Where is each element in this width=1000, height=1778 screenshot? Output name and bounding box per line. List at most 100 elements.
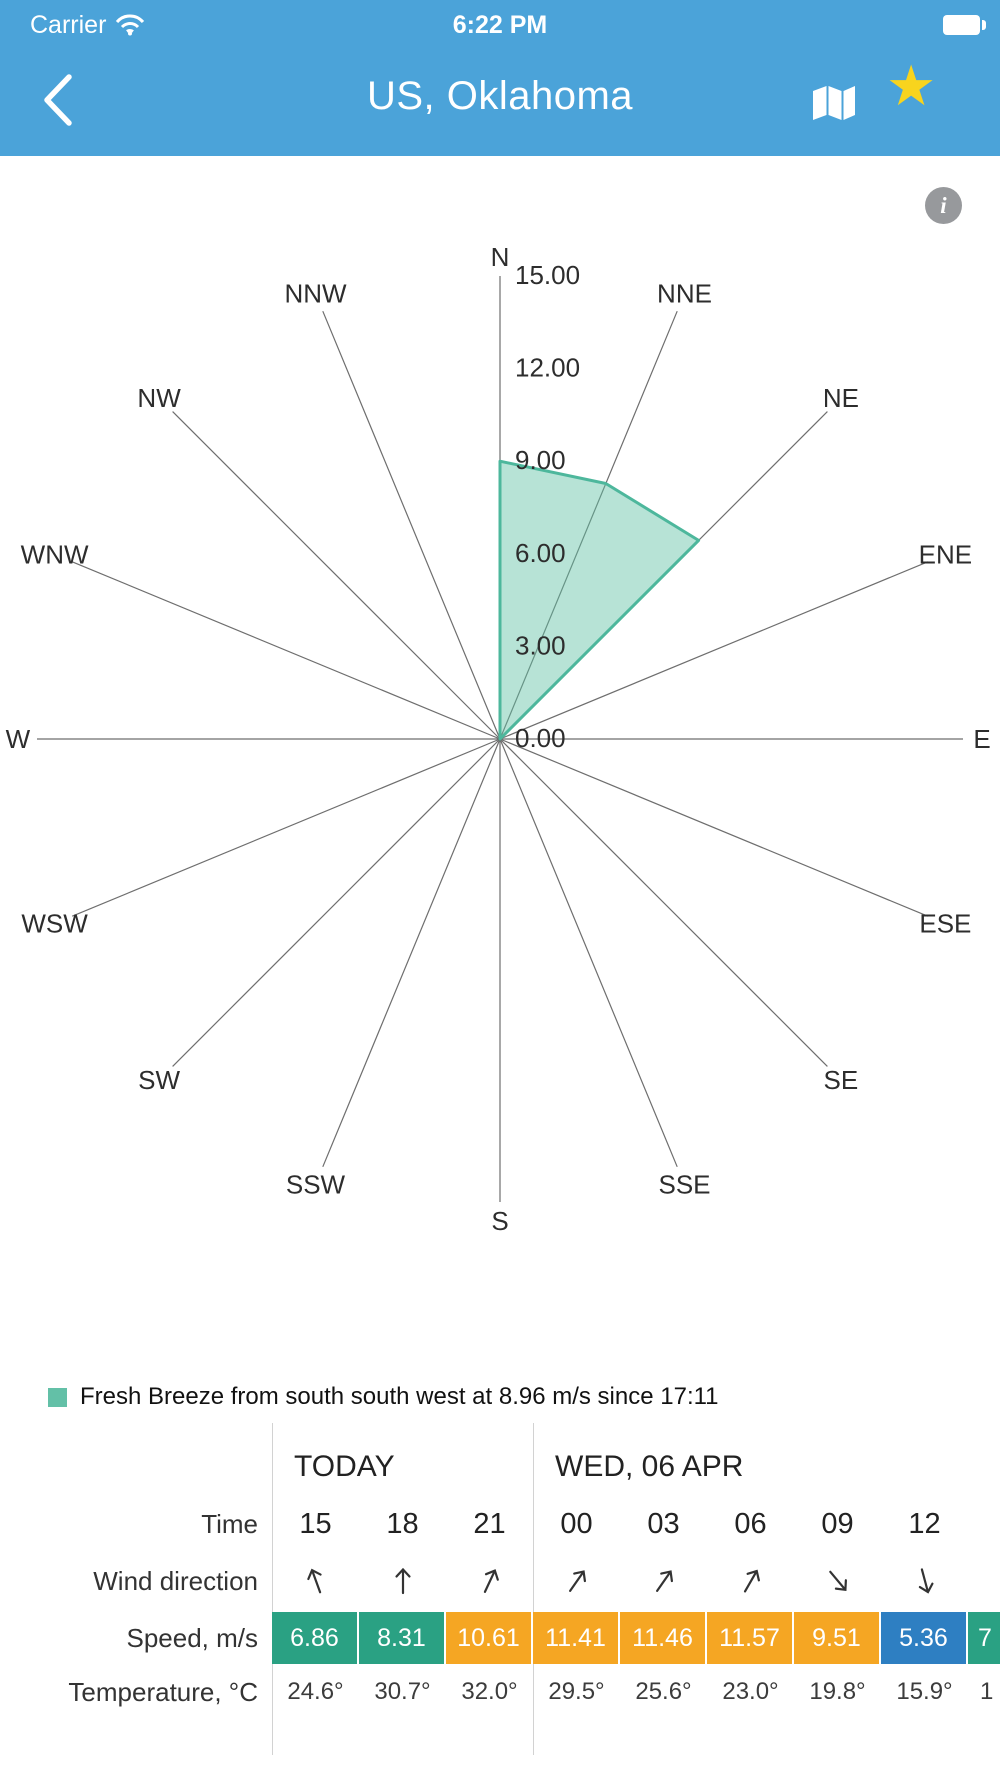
wind-direction-arrow-icon (743, 1569, 760, 1593)
tick-label: 6.00 (515, 538, 566, 568)
tick-label: 9.00 (515, 445, 566, 475)
speed-cell: 7 (968, 1612, 1000, 1664)
tick-label: 0.00 (515, 723, 566, 753)
carrier-label: Carrier (30, 10, 107, 39)
table-divider (533, 1423, 534, 1755)
time-cell: 00 (560, 1507, 593, 1540)
temperature-cell: 19.8° (809, 1678, 866, 1705)
legend-swatch (48, 1387, 67, 1407)
status-bar: Carrier 6:22 PM (0, 0, 1000, 50)
row-label-time: Time (201, 1508, 258, 1539)
wind-direction-arrow-icon (306, 1568, 322, 1594)
forecast-table: TODAY WED, 06 APR Time Wind direction Speed,… (0, 1438, 1000, 1718)
direction-label: WSW (21, 909, 88, 939)
speed-cell: 11.46 (620, 1612, 707, 1664)
map-button[interactable] (810, 84, 858, 125)
legend-text: Fresh Breeze from south south west at 8.… (80, 1383, 719, 1410)
axis-line (499, 310, 678, 740)
wind-direction-cell (794, 1552, 881, 1610)
wind-direction-cell (707, 1552, 794, 1610)
tick-label: 3.00 (515, 630, 566, 660)
wind-direction-arrow-icon (394, 1567, 411, 1595)
wind-direction-cell (446, 1552, 533, 1610)
favorite-button[interactable]: ★ (886, 58, 936, 114)
direction-label: E (973, 724, 990, 754)
wind-direction-cell (272, 1552, 359, 1610)
time-cell: 12 (908, 1507, 941, 1540)
wind-direction-arrow-icon (568, 1570, 586, 1592)
speed-cell: 6.86 (272, 1612, 359, 1664)
direction-label: SSE (658, 1169, 710, 1199)
axis-line (172, 411, 501, 740)
direction-label: ENE (919, 540, 972, 570)
status-time: 6:22 PM (452, 10, 548, 39)
wind-direction-arrow-icon (655, 1570, 673, 1592)
direction-label: NNW (284, 279, 347, 309)
chevron-left-icon (44, 74, 72, 126)
time-cell: 18 (386, 1507, 419, 1540)
speed-cell: 11.57 (707, 1612, 794, 1664)
header: Carrier 6:22 PM US, Oklahoma (0, 0, 1000, 156)
axis-line (499, 738, 828, 1067)
column-group-header: TODAY (294, 1450, 395, 1483)
info-button[interactable]: i (925, 187, 962, 224)
nav-bar: US, Oklahoma ★ (0, 50, 1000, 156)
direction-label: NNE (657, 279, 712, 309)
direction-label: SW (138, 1065, 180, 1095)
temperature-cell: 30.7° (374, 1678, 431, 1705)
temperature-cell: 1 (980, 1678, 994, 1705)
speed-cell: 11.41 (533, 1612, 620, 1664)
wind-rose-chart: N NNE NE ENE E ESE SE SSE S SSW SW WSW W WNW NW NNW 0.00… (6, 242, 991, 1236)
tick-label: 12.00 (515, 353, 580, 383)
wind-direction-arrow-icon (483, 1569, 499, 1593)
time-cell: 21 (473, 1507, 506, 1540)
info-icon: i (940, 192, 947, 218)
direction-label: N (491, 242, 510, 272)
direction-label: W (6, 724, 31, 754)
back-button[interactable] (40, 72, 74, 131)
speed-cell: 9.51 (794, 1612, 881, 1664)
wind-direction-cell (359, 1552, 446, 1610)
page-title: US, Oklahoma (366, 74, 634, 118)
wifi-icon (116, 14, 145, 36)
wind-direction-arrow-icon (918, 1568, 934, 1594)
temperature-cell: 24.6° (287, 1678, 344, 1705)
wind-sector (498, 459, 701, 741)
direction-label: NW (137, 383, 181, 413)
battery-icon (943, 15, 986, 35)
temperature-cell: 25.6° (635, 1678, 692, 1705)
row-label-wind: Wind direction (93, 1565, 258, 1596)
speed-cell: 10.61 (446, 1612, 533, 1664)
direction-label: SSW (286, 1169, 346, 1199)
speed-cell: 8.31 (359, 1612, 446, 1664)
direction-label: ESE (919, 909, 971, 939)
axis-line (172, 738, 501, 1067)
temperature-cell: 32.0° (461, 1678, 518, 1705)
row-label-temp: Temperature, °C (68, 1676, 258, 1707)
direction-label: NE (823, 383, 859, 413)
map-icon (813, 86, 855, 120)
row-label-speed: Speed, m/s (126, 1622, 258, 1653)
wind-direction-cell (881, 1552, 968, 1610)
time-cell (968, 1496, 1000, 1552)
direction-label: WNW (21, 540, 89, 570)
axis-line (499, 738, 678, 1168)
time-cell: 15 (299, 1507, 332, 1540)
chart-legend: Fresh Breeze from south south west at 8.… (48, 1383, 719, 1411)
axis-line (499, 738, 929, 917)
wind-direction-cell (533, 1552, 620, 1610)
axis-line (71, 738, 501, 917)
direction-label: SE (824, 1065, 859, 1095)
temperature-cell: 15.9° (896, 1678, 953, 1705)
table-divider (272, 1423, 273, 1755)
wind-direction-cell (968, 1552, 1000, 1610)
axis-line (71, 561, 501, 740)
wind-direction-cell (620, 1552, 707, 1610)
time-cell: 06 (734, 1507, 767, 1540)
time-cell: 03 (647, 1507, 680, 1540)
axis-line (499, 561, 929, 740)
wind-direction-arrow-icon (828, 1570, 847, 1592)
time-cell: 09 (821, 1507, 854, 1540)
direction-label: S (491, 1206, 508, 1236)
